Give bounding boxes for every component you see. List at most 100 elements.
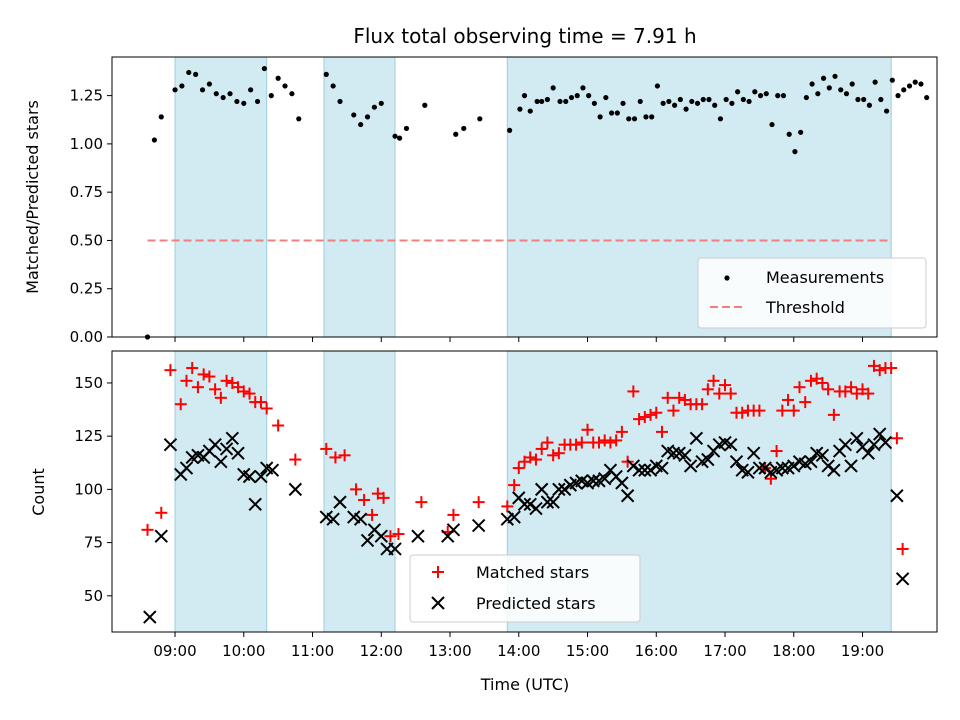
measurement-point <box>557 98 563 105</box>
measurement-point <box>746 98 752 105</box>
bottom-legend: Matched stars Predicted stars <box>409 554 641 623</box>
matched-stars-point <box>243 387 256 400</box>
predicted-stars-point <box>333 495 347 509</box>
top-legend: Measurements Threshold <box>697 257 927 329</box>
measurement-point <box>586 93 592 99</box>
measurement-point <box>809 81 815 87</box>
predicted-stars-point <box>850 431 864 445</box>
measurement-point <box>780 93 787 99</box>
y-tick-label: 75 <box>84 534 103 552</box>
legend-label-threshold: Threshold <box>765 298 845 317</box>
measurement-point <box>461 125 467 132</box>
measurement-point <box>769 121 775 128</box>
predicted-stars-point <box>775 461 790 475</box>
x-tick-label: 09:00 <box>153 642 196 660</box>
matched-stars-point <box>896 542 909 555</box>
measurement-point <box>763 91 769 97</box>
legend-marker-predicted-stars <box>431 596 445 610</box>
measurement-point <box>626 116 632 122</box>
matched-stars-point <box>707 374 720 387</box>
matched-stars-point <box>575 436 588 449</box>
measurement-point <box>568 94 575 101</box>
predicted-stars-point <box>374 529 388 543</box>
x-tick-label: 17:00 <box>703 642 746 660</box>
predicted-stars-point <box>620 489 635 503</box>
matched-stars-point <box>667 404 680 417</box>
measurement-point <box>392 133 398 139</box>
matched-stars-point <box>524 451 537 464</box>
measurement-point <box>729 100 735 106</box>
matched-stars-point <box>384 530 397 543</box>
matched-stars-point <box>191 381 204 394</box>
measurement-point <box>826 85 832 91</box>
predicted-stars-point <box>388 542 402 556</box>
matched-stars-point <box>827 408 840 421</box>
matched-stars-point <box>472 496 485 509</box>
predicted-stars-point <box>701 452 715 467</box>
measurement-point <box>792 149 798 155</box>
y-tick-label: 150 <box>74 374 103 392</box>
measurement-point <box>643 114 649 120</box>
matched-stars-point <box>604 436 617 449</box>
measurement-point <box>906 83 913 89</box>
measurement-point <box>199 87 206 93</box>
matched-stars-point <box>358 494 371 507</box>
measurement-point <box>735 89 741 95</box>
measurement-point <box>234 98 240 105</box>
legend-marker-measurements <box>724 275 730 281</box>
bottom-data-points <box>141 359 910 624</box>
matched-stars-point <box>141 523 154 536</box>
measurement-point <box>855 96 861 103</box>
matched-stars-point <box>180 374 193 387</box>
matched-stars-point <box>366 508 379 521</box>
y-tick-label: 0.25 <box>70 280 103 298</box>
predicted-stars-point <box>288 482 303 497</box>
predicted-stars-point <box>534 482 549 497</box>
predicted-stars-point <box>752 461 767 475</box>
y-tick-label: 1.25 <box>70 87 103 105</box>
x-tick-label: 10:00 <box>222 642 265 660</box>
measurement-point <box>631 116 638 122</box>
predicted-stars-point <box>360 533 375 548</box>
predicted-stars-point <box>838 437 853 452</box>
measurement-point <box>752 89 758 95</box>
measurement-point <box>337 98 343 105</box>
matched-stars-point <box>329 451 342 464</box>
predicted-stars-point <box>242 469 257 484</box>
matched-stars-point <box>289 453 302 466</box>
predicted-stars-point <box>804 454 818 469</box>
y-tick-label: 125 <box>74 427 103 445</box>
measurement-point <box>179 83 185 89</box>
top-data-points <box>144 65 930 340</box>
measurement-point <box>527 108 533 114</box>
bottom-y-axis-label: Count <box>29 468 48 516</box>
measurement-point <box>517 106 523 112</box>
predicted-stars-point <box>821 459 835 473</box>
matched-stars-point <box>633 413 646 426</box>
measurement-point <box>918 81 924 87</box>
predicted-stars-point <box>678 448 692 463</box>
predicted-stars-point <box>787 459 801 473</box>
matched-stars-point <box>592 436 605 449</box>
matched-stars-point <box>214 391 227 404</box>
measurement-point <box>775 93 781 99</box>
measurement-point <box>608 110 615 116</box>
measurement-point <box>883 108 890 114</box>
chart-title: Flux total observing time = 7.91 h <box>353 24 696 48</box>
predicted-stars-point <box>265 463 280 477</box>
matched-stars-point <box>885 362 898 375</box>
matched-stars-point <box>799 396 812 409</box>
predicted-stars-point <box>724 437 738 452</box>
predicted-stars-point <box>878 435 893 450</box>
predicted-stars-point <box>643 463 658 477</box>
matched-stars-point <box>776 404 789 417</box>
shaded-interval <box>323 57 396 337</box>
measurement-point <box>397 135 403 141</box>
predicted-stars-point <box>225 431 240 445</box>
bottom-x-ticks: 09:00 10:00 11:00 12:00 13:00 14:00 15:00 16:00… <box>153 632 884 660</box>
predicted-stars-point <box>666 446 681 460</box>
measurement-point <box>289 91 295 97</box>
measurement-point <box>213 91 219 97</box>
predicted-stars-point <box>540 495 555 509</box>
predicted-stars-point <box>214 454 228 469</box>
